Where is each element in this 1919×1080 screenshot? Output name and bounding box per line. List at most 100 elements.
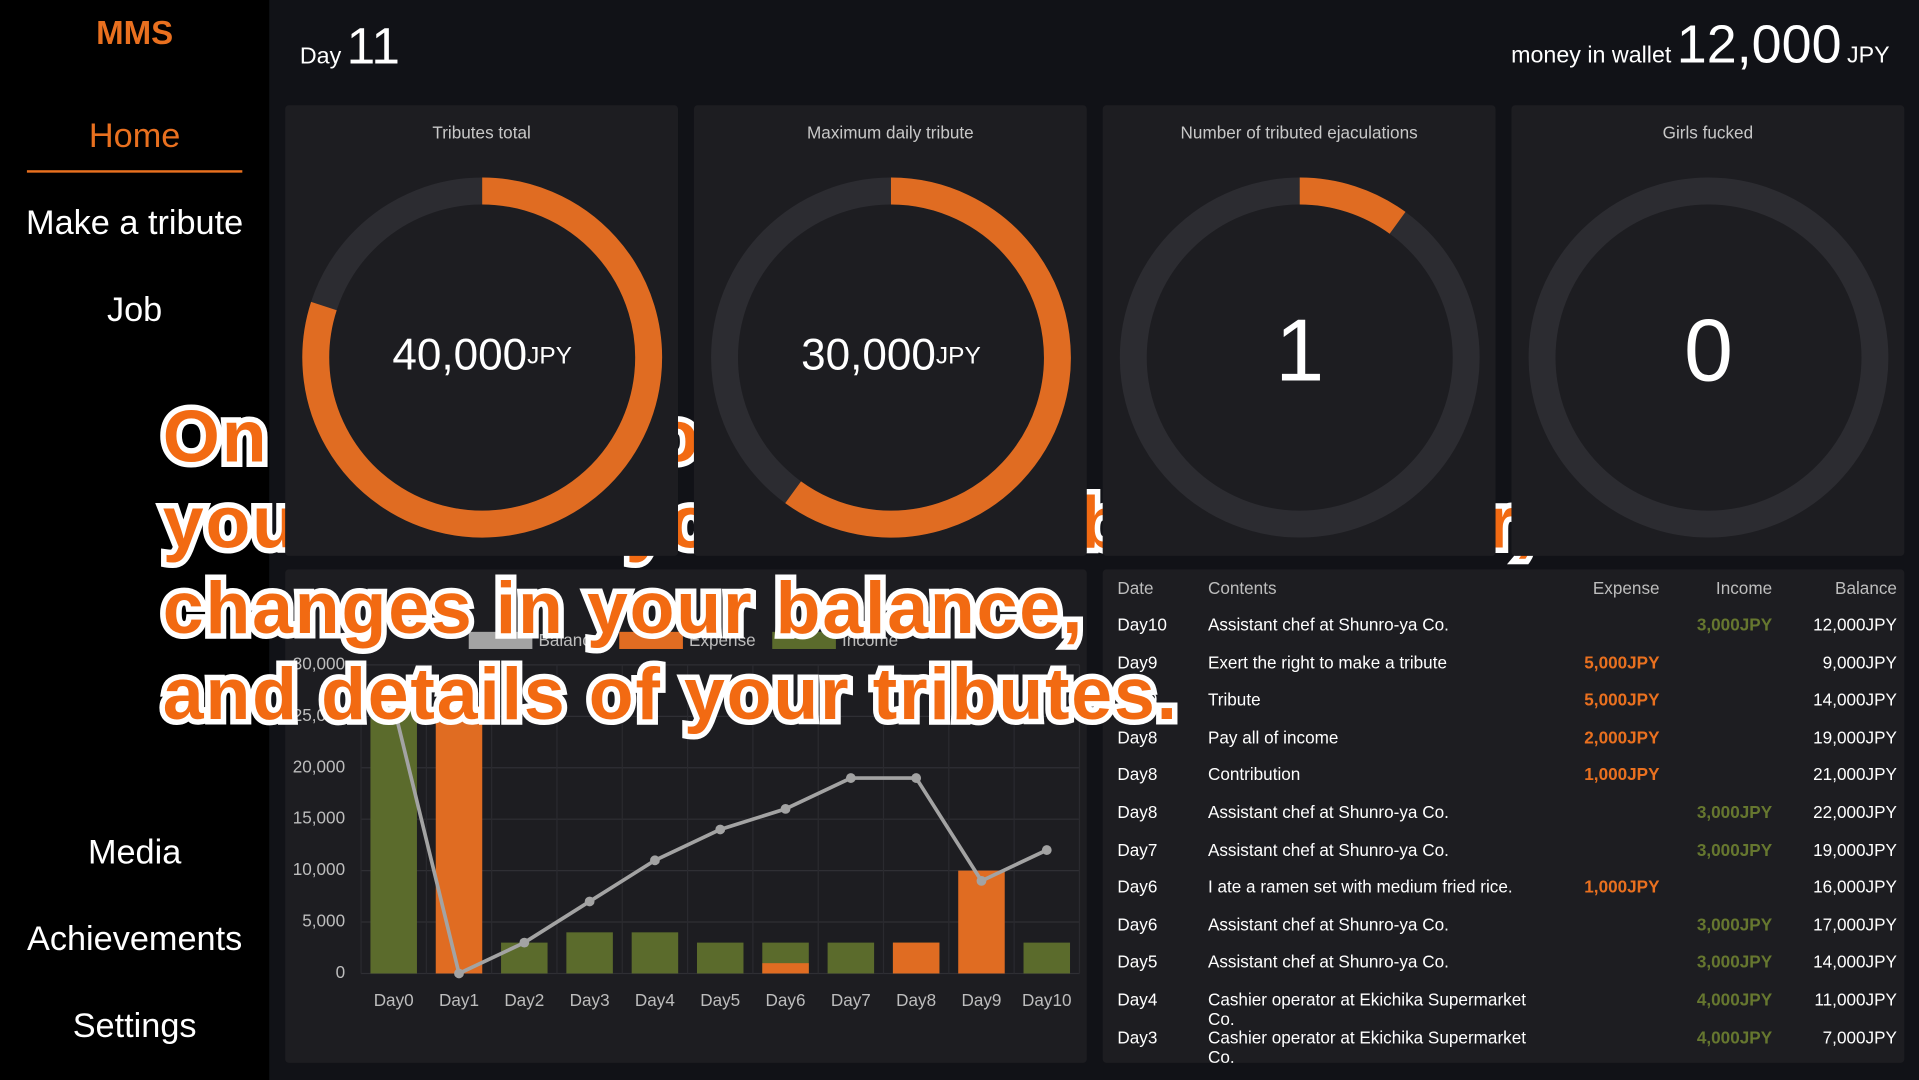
bar (1023, 942, 1071, 974)
table-cell: Day8 (1117, 802, 1158, 822)
y-tick-label: 30,000 (293, 653, 345, 673)
table-cell: I ate a ramen set with medium fried rice… (1207, 876, 1513, 897)
caption-line: changes in your balance, (157, 561, 1088, 654)
column-header: Date (1117, 577, 1154, 598)
bar (501, 942, 548, 974)
gauge-title: Number of tributed ejaculations (1180, 122, 1418, 143)
gauge-arc (302, 177, 663, 538)
table-cell: 4,000JPY (1696, 989, 1773, 1009)
balance-point (454, 968, 464, 979)
gauge-unit: JPY (527, 343, 572, 370)
bar (827, 942, 875, 974)
gauge-title: Girls fucked (1662, 122, 1754, 143)
y-tick-label: 15,000 (293, 808, 345, 828)
table-cell: Day7 (1117, 839, 1158, 860)
y-tick-label: 25,000 (293, 705, 345, 725)
x-tick-label: Day5 (700, 990, 740, 1010)
table-cell: Contribution (1207, 764, 1301, 785)
balance-point (650, 855, 660, 866)
table-cell: Day9 (1117, 689, 1158, 710)
table-cell: Assistant chef at Shunro-ya Co. (1207, 914, 1449, 935)
x-tick-label: Day6 (766, 990, 806, 1010)
column-header: Expense (1592, 577, 1660, 598)
legend-label: Balance (538, 630, 600, 650)
gauge-title: Tributes total (432, 122, 531, 143)
table-cell: 3,000JPY (1696, 914, 1773, 935)
table-cell: Day5 (1117, 951, 1158, 972)
nav-item: Make a tribute (26, 203, 244, 242)
table-cell: 14,000JPY (1813, 951, 1897, 972)
gauge: 1 (1119, 177, 1480, 538)
table-cell: 3,000JPY (1696, 802, 1773, 822)
table-cell: 19,000JPY (1813, 839, 1897, 860)
nav-item: Home (88, 116, 181, 155)
table-cell: Day10 (1117, 614, 1167, 635)
table-cell: 12,000JPY (1813, 614, 1897, 635)
gauge-panel: Maximum daily tribute 30,000JPY (693, 105, 1087, 556)
x-tick-label: Day10 (1022, 990, 1072, 1010)
wallet-value: 12,000 (1676, 14, 1842, 75)
x-tick-label: Day2 (504, 990, 544, 1010)
balance-point (911, 773, 922, 783)
nav-item: Achievements (27, 919, 243, 958)
table-cell: 11,000JPY (1814, 989, 1897, 1009)
gauge-number: 1 (1275, 301, 1324, 400)
gauge-title: Maximum daily tribute (807, 122, 974, 143)
gauge-arc (785, 177, 1071, 538)
x-tick-label: Day7 (831, 990, 871, 1010)
gauge-value: 30,000JPY (801, 330, 981, 379)
legend-swatch (772, 631, 836, 649)
y-tick-label: 5,000 (302, 911, 345, 931)
legend-label: Expense (689, 630, 756, 650)
table-cell: 7,000JPY (1822, 1026, 1897, 1047)
legend-label: Income (842, 630, 898, 650)
sidebar: MMS Home Make a tribute Job Media Achievemen… (0, 0, 270, 1080)
table-cell: 19,000JPY (1813, 727, 1897, 747)
table-cell: 1,000JPY (1584, 764, 1660, 785)
gauge-track (1528, 177, 1889, 538)
x-tick-label: Day1 (439, 990, 479, 1010)
table-cell: Tribute (1207, 689, 1261, 710)
table-cell: Day4 (1117, 989, 1158, 1009)
table-cell: 5,000JPY (1584, 689, 1660, 710)
gauge: 0 (1528, 177, 1889, 538)
table-cell: Day6 (1117, 876, 1158, 897)
x-tick-label: Day3 (570, 990, 610, 1010)
balance-point (780, 804, 791, 814)
gauge-value: 1 (1275, 301, 1324, 400)
table-cell: 3,000JPY (1696, 614, 1773, 635)
gauge-value: 0 (1684, 301, 1733, 400)
table-cell: 2,000JPY (1584, 727, 1660, 747)
table-cell: Cashier operator at Ekichika Supermarket… (1207, 1026, 1527, 1063)
brand: MMS (96, 14, 174, 52)
table-cell: Assistant chef at Shunro-ya Co. (1207, 802, 1449, 822)
balance-point (388, 701, 399, 711)
table-cell: Day6 (1117, 914, 1158, 935)
day-value: 11 (346, 17, 401, 75)
nav-item: Settings (72, 1006, 197, 1045)
gauge-panel: Number of tributed ejaculations 1 (1102, 105, 1496, 556)
x-tick-label: Day0 (374, 990, 414, 1010)
x-tick-label: Day8 (896, 990, 936, 1010)
bar (892, 942, 940, 974)
gauge-value: 40,000JPY (392, 330, 572, 379)
table-cell: Pay all of income (1207, 727, 1339, 747)
table-cell: 1,000JPY (1584, 876, 1660, 897)
table-cell: 21,000JPY (1813, 764, 1897, 785)
day-label: Day (299, 44, 342, 70)
table-cell: 3,000JPY (1696, 839, 1773, 860)
y-tick-label: 20,000 (293, 756, 345, 776)
table-cell: 5,000JPY (1584, 652, 1660, 672)
day-box: Day 11 (300, 17, 400, 76)
nav-item: Media (87, 832, 182, 871)
bar (762, 963, 809, 974)
table-cell: 22,000JPY (1813, 802, 1897, 822)
balance-point (976, 876, 987, 886)
balance-point (519, 937, 530, 948)
table-cell: Assistant chef at Shunro-ya Co. (1207, 839, 1449, 860)
gauge: 30,000JPY (711, 177, 1071, 538)
bar (696, 942, 744, 974)
column-header: Income (1715, 577, 1773, 598)
wallet-label: money in wallet (1511, 42, 1672, 69)
